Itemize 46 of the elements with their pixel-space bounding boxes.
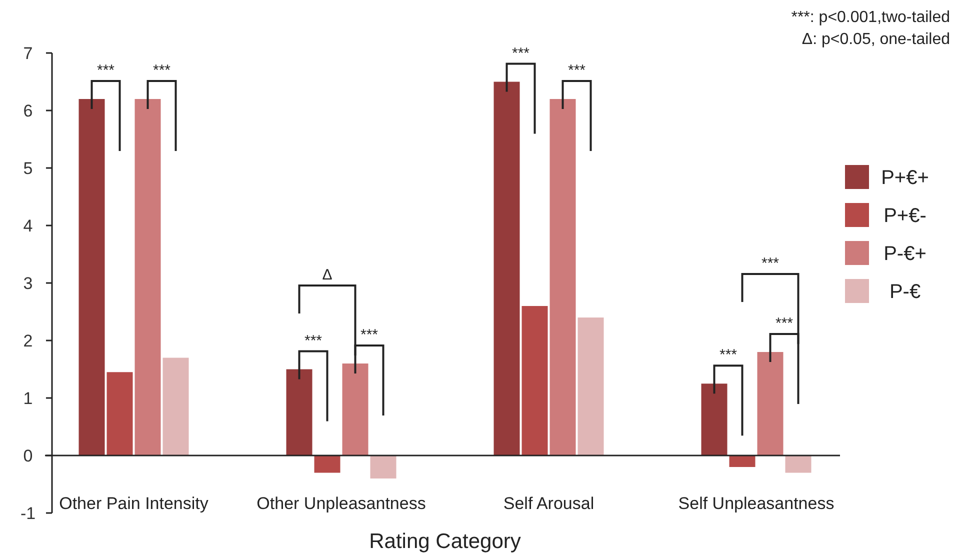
- annotation: ***: [775, 315, 794, 332]
- legend-label: P+€+: [881, 167, 929, 189]
- x-tick-label: Other Unpleasantness: [256, 494, 426, 513]
- text: Δ: p<0.05, one-tailed: [802, 31, 950, 48]
- bar: [106, 372, 133, 456]
- bar: [785, 456, 812, 473]
- annotation: ***: [304, 332, 322, 350]
- bar: [701, 384, 728, 456]
- bar: [134, 99, 161, 456]
- y-tick-label: 1: [23, 388, 33, 408]
- y-tick-label: 2: [23, 331, 33, 350]
- annotation: ***: [512, 44, 530, 62]
- y-tick-label: 3: [23, 274, 33, 293]
- bar: [757, 352, 784, 456]
- annotation: ***: [761, 255, 780, 272]
- bar: [342, 364, 368, 456]
- x-axis-title: Rating Category: [369, 530, 522, 553]
- bar: [578, 318, 604, 456]
- annotation: ***: [360, 326, 378, 344]
- bar: [494, 82, 520, 456]
- annotation: Δ: [322, 266, 332, 284]
- annotation: ***: [96, 62, 115, 79]
- y-tick-label: 5: [23, 158, 33, 178]
- annotation: ***: [719, 346, 738, 364]
- x-tick-label: Other Pain Intensity: [59, 494, 209, 513]
- annotation: ***: [568, 62, 586, 79]
- bar: [286, 369, 312, 456]
- y-tick-label: 6: [23, 101, 33, 120]
- bar: [314, 456, 340, 473]
- x-tick-label: Self Unpleasantness: [678, 494, 834, 513]
- x-tick-label: Self Arousal: [503, 494, 594, 513]
- bar: [522, 306, 548, 456]
- bar: [729, 456, 756, 467]
- annotation: ***: [152, 62, 171, 79]
- y-tick-label: 7: [23, 44, 33, 63]
- bar: [162, 358, 189, 456]
- bar: [550, 99, 576, 456]
- y-tick-label: 4: [23, 216, 33, 236]
- y-tick-label: 0: [23, 446, 33, 466]
- y-tick-label: -1: [20, 504, 36, 523]
- legend-label: P-€+: [884, 243, 926, 265]
- legend-label: P-€: [889, 281, 921, 303]
- bar: [78, 99, 105, 456]
- text: ***: p<0.001,two-tailed: [791, 9, 950, 26]
- legend-label: P+€-: [884, 205, 926, 227]
- bar: [370, 456, 396, 478]
